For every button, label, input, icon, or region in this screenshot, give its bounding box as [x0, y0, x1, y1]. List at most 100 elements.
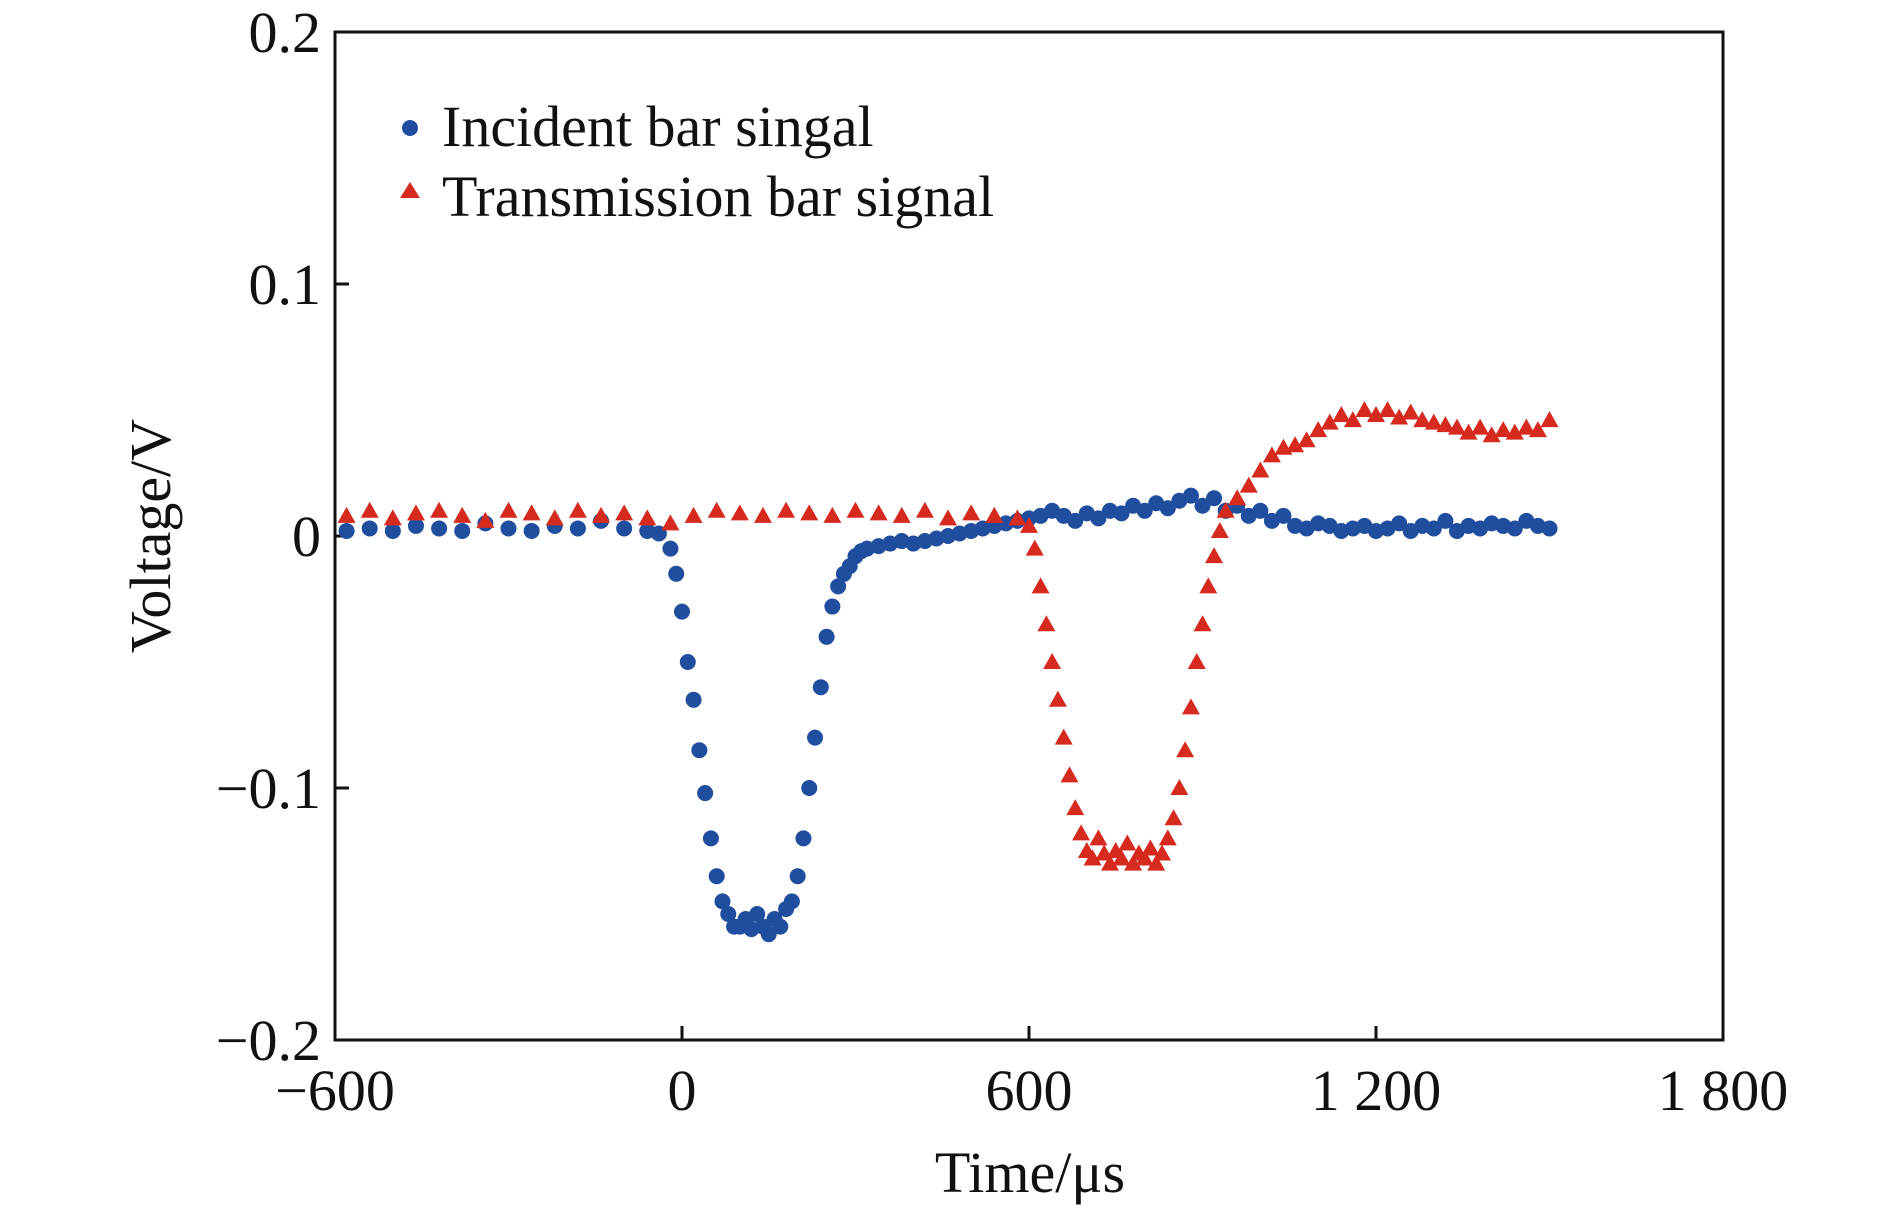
data-point	[1136, 502, 1153, 519]
data-point	[1332, 406, 1351, 423]
data-point	[1020, 516, 1038, 533]
data-point	[1210, 521, 1229, 538]
data-point	[384, 522, 401, 539]
data-point	[1176, 741, 1195, 758]
data-point	[407, 517, 424, 534]
x-tick-label: 1 200	[1311, 1058, 1442, 1123]
data-point	[674, 603, 690, 620]
data-point	[1083, 849, 1102, 866]
data-point	[476, 511, 495, 528]
data-point	[1540, 411, 1559, 428]
data-point	[1471, 418, 1490, 435]
data-point	[707, 501, 726, 518]
data-point	[1506, 520, 1523, 537]
series-layer	[337, 401, 1559, 943]
data-point	[1413, 411, 1432, 428]
data-point	[453, 506, 472, 523]
data-point	[915, 501, 934, 518]
data-point	[812, 679, 829, 696]
data-point	[1159, 500, 1176, 517]
data-point	[684, 506, 703, 523]
series-incident	[338, 487, 1558, 943]
data-point	[430, 501, 449, 518]
data-point	[668, 565, 685, 582]
data-point	[1187, 653, 1206, 669]
data-point	[1164, 809, 1183, 826]
data-point	[892, 506, 911, 523]
data-point	[720, 906, 737, 922]
data-point	[1141, 839, 1160, 856]
data-point	[1048, 690, 1067, 707]
data-point	[1067, 512, 1084, 529]
series-transmission	[337, 401, 1559, 871]
data-point	[662, 540, 679, 557]
data-point	[454, 522, 471, 539]
data-point	[807, 729, 824, 746]
data-point	[361, 520, 378, 537]
data-point	[1193, 615, 1212, 632]
y-tick-label: 0.1	[249, 252, 322, 317]
data-point	[714, 893, 731, 910]
y-axis-title: Voltage/V	[118, 419, 183, 653]
data-point	[383, 509, 402, 526]
x-axis-ticks: −600 0 600 1 200 1 800	[275, 1026, 1788, 1123]
data-point	[1100, 854, 1119, 871]
data-point	[962, 504, 981, 521]
data-point	[1054, 728, 1073, 745]
data-point	[1251, 461, 1270, 478]
data-point	[1447, 418, 1466, 435]
data-point	[1153, 844, 1172, 861]
data-point	[691, 742, 708, 759]
data-point	[760, 926, 777, 943]
data-point	[1275, 507, 1292, 524]
x-tick-label: 600	[986, 1058, 1073, 1123]
legend-label-transmission: Transmission bar signal	[442, 164, 994, 229]
data-point	[338, 522, 355, 539]
data-point	[708, 868, 725, 885]
data-point	[592, 506, 611, 523]
legend-marker-incident	[402, 120, 418, 136]
data-point	[789, 868, 806, 885]
data-point	[939, 509, 958, 526]
data-point	[1239, 476, 1258, 493]
data-point	[1355, 401, 1374, 417]
data-point	[823, 506, 842, 523]
data-point	[783, 893, 800, 910]
data-point	[1541, 520, 1558, 537]
data-point	[431, 520, 448, 537]
data-point	[1031, 577, 1050, 594]
data-point	[1401, 403, 1420, 420]
legend: Incident bar singal Transmission bar sig…	[400, 94, 994, 229]
data-point	[772, 918, 789, 935]
data-point	[1378, 401, 1397, 417]
data-point	[1390, 408, 1409, 425]
data-point	[1262, 446, 1281, 463]
data-point	[869, 504, 888, 521]
data-point	[522, 504, 541, 521]
x-tick-label: −600	[275, 1058, 395, 1123]
data-point	[1147, 854, 1166, 871]
data-point	[800, 504, 819, 521]
x-tick-label: 0	[668, 1058, 697, 1123]
data-point	[1252, 502, 1269, 519]
data-point	[545, 509, 564, 526]
data-point	[1517, 418, 1536, 435]
data-point	[1391, 515, 1408, 532]
data-point	[1424, 413, 1443, 430]
data-point	[1228, 489, 1247, 506]
data-point	[1066, 799, 1085, 816]
data-point	[1528, 421, 1547, 438]
data-point	[406, 504, 425, 521]
data-point	[500, 520, 517, 537]
data-point	[616, 520, 633, 537]
data-point	[1320, 413, 1339, 430]
data-point	[1482, 426, 1501, 443]
data-point	[638, 509, 657, 526]
y-axis-ticks: −0.2 −0.1 0 0.1 0.2	[216, 0, 349, 1073]
data-point	[1286, 436, 1305, 453]
data-point	[1205, 547, 1224, 564]
data-point	[1199, 577, 1218, 594]
data-point	[730, 504, 749, 521]
